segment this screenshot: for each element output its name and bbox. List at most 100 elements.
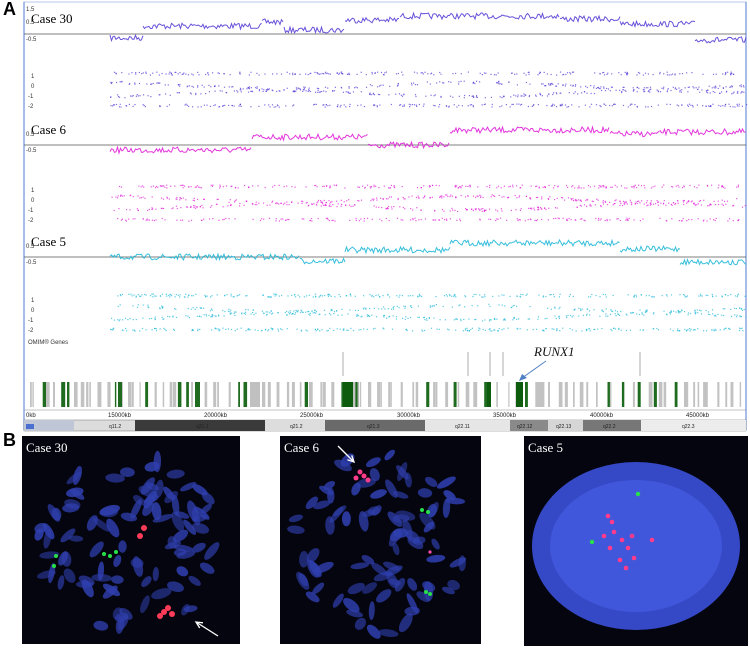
allele-point bbox=[340, 104, 342, 106]
allele-point bbox=[604, 294, 607, 296]
allele-point bbox=[653, 312, 655, 314]
allele-point bbox=[424, 71, 426, 73]
track-3-ticks: 0.5 -0.5 bbox=[26, 244, 37, 266]
allele-point bbox=[611, 330, 613, 332]
allele-point bbox=[192, 307, 194, 309]
allele-point bbox=[354, 204, 356, 206]
allele-point bbox=[475, 96, 477, 98]
allele-point bbox=[389, 85, 391, 87]
tick-label: -1 bbox=[28, 208, 34, 214]
allele-point bbox=[163, 327, 165, 329]
allele-point bbox=[233, 296, 235, 298]
allele-point bbox=[612, 294, 614, 297]
allele-point bbox=[562, 84, 564, 86]
allele-point bbox=[589, 186, 591, 188]
allele-point bbox=[169, 296, 171, 298]
allele-point bbox=[190, 186, 192, 188]
allele-point bbox=[647, 87, 649, 89]
allele-point bbox=[657, 90, 659, 92]
allele-point bbox=[612, 204, 614, 206]
allele-point bbox=[606, 73, 608, 75]
allele-point bbox=[321, 90, 323, 93]
allele-point bbox=[429, 197, 431, 199]
allele-point bbox=[693, 203, 695, 205]
allele-point bbox=[729, 218, 731, 220]
allele-point bbox=[140, 197, 142, 199]
allele-point bbox=[500, 83, 502, 85]
allele-point bbox=[607, 72, 609, 74]
chromosome bbox=[113, 555, 122, 567]
allele-point bbox=[291, 294, 293, 296]
allele-point bbox=[311, 203, 313, 205]
allele-point bbox=[424, 319, 426, 321]
allele-point bbox=[162, 306, 164, 308]
allele-point bbox=[460, 186, 462, 188]
allele-point bbox=[581, 330, 583, 332]
allele-point bbox=[432, 305, 434, 307]
allele-point bbox=[147, 209, 149, 212]
allele-point bbox=[223, 315, 225, 317]
allele-point bbox=[422, 73, 424, 75]
allele-point bbox=[724, 308, 726, 310]
allele-point bbox=[734, 295, 737, 297]
allele-point bbox=[331, 309, 333, 311]
allele-point bbox=[565, 184, 568, 187]
allele-point bbox=[453, 104, 455, 106]
allele-point bbox=[440, 96, 442, 98]
allele-point bbox=[688, 103, 691, 105]
allele-point bbox=[293, 90, 295, 92]
allele-point bbox=[158, 82, 160, 84]
allele-point bbox=[211, 205, 213, 207]
allele-point bbox=[329, 186, 331, 188]
allele-point bbox=[165, 293, 167, 295]
allele-point bbox=[259, 219, 261, 222]
allele-point bbox=[151, 219, 153, 221]
allele-point bbox=[323, 199, 325, 202]
allele-point bbox=[454, 186, 457, 188]
allele-point bbox=[297, 202, 299, 204]
allele-point bbox=[422, 197, 424, 199]
allele-point bbox=[440, 73, 442, 75]
allele-point bbox=[135, 72, 137, 74]
copy-number-trace bbox=[559, 14, 621, 24]
allele-point bbox=[203, 314, 205, 316]
allele-point bbox=[377, 294, 379, 296]
allele-point bbox=[162, 307, 164, 309]
allele-point bbox=[366, 328, 368, 330]
allele-point bbox=[230, 204, 232, 206]
allele-point bbox=[376, 199, 378, 201]
allele-point bbox=[277, 328, 279, 330]
gene-bar bbox=[541, 382, 545, 407]
chromosome bbox=[288, 514, 303, 523]
allele-point bbox=[373, 186, 375, 188]
allele-point bbox=[152, 208, 154, 210]
allele-point bbox=[265, 328, 267, 330]
allele-point bbox=[627, 294, 629, 296]
green-probe-signal bbox=[108, 554, 112, 558]
allele-point bbox=[233, 90, 235, 92]
allele-point bbox=[678, 311, 680, 313]
allele-point bbox=[483, 72, 486, 74]
allele-point bbox=[155, 219, 157, 221]
allele-point bbox=[707, 311, 709, 313]
allele-point bbox=[280, 218, 282, 220]
allele-point bbox=[203, 86, 205, 88]
allele-point bbox=[342, 329, 344, 331]
allele-point bbox=[325, 202, 327, 204]
allele-point bbox=[179, 83, 181, 86]
allele-point bbox=[322, 202, 324, 205]
allele-point bbox=[707, 205, 709, 207]
tick-label: -2 bbox=[28, 328, 34, 334]
gene-bar bbox=[412, 382, 415, 407]
allele-point bbox=[156, 82, 158, 84]
allele-point bbox=[455, 72, 457, 74]
allele-point bbox=[417, 295, 419, 297]
allele-point bbox=[383, 74, 385, 76]
allele-point bbox=[586, 313, 588, 315]
allele-point bbox=[564, 104, 567, 106]
allele-point bbox=[553, 104, 555, 106]
allele-point bbox=[519, 295, 521, 297]
allele-point bbox=[738, 103, 740, 105]
allele-point bbox=[404, 198, 406, 200]
allele-point bbox=[732, 205, 734, 207]
